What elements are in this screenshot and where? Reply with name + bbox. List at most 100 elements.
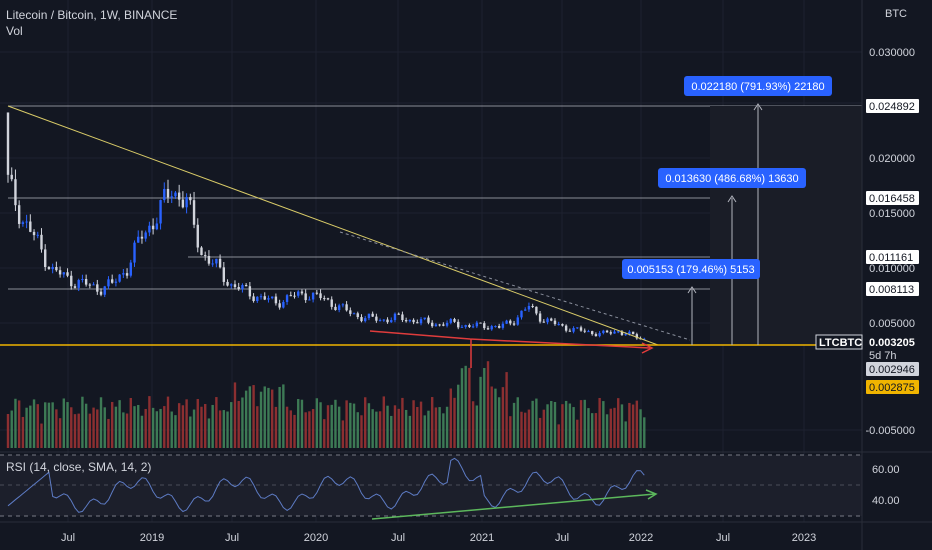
price-axis-ticks: 0.030000 0.020000 0.015000 0.010000 0.005000… — [865, 47, 915, 437]
candle — [204, 255, 207, 257]
candle — [505, 320, 508, 324]
candle — [453, 319, 456, 322]
price-tag-bg — [866, 191, 919, 205]
candle — [21, 222, 25, 224]
candle — [471, 326, 475, 328]
red-divergence-line — [369, 330, 651, 349]
volume-bar — [490, 386, 493, 448]
candle — [367, 313, 371, 319]
candle — [326, 298, 330, 300]
volume-bar — [386, 405, 389, 448]
candle — [375, 316, 378, 321]
volume-bar — [237, 400, 240, 448]
volume-bar — [509, 416, 512, 448]
volume-bar — [29, 405, 32, 448]
candle — [88, 284, 92, 286]
candle — [129, 262, 132, 276]
candle — [47, 267, 51, 270]
candle — [330, 299, 333, 307]
volume-bar — [423, 415, 426, 448]
volume-bar — [36, 404, 39, 448]
candle — [594, 334, 598, 337]
volume-bar — [77, 413, 80, 448]
time-tick: 2023 — [792, 532, 816, 544]
volume-bar — [88, 413, 92, 448]
volume-bar — [449, 388, 452, 448]
volume-bar — [304, 412, 307, 448]
volume-bar — [196, 399, 199, 448]
volume-bar — [151, 407, 155, 448]
volume-bar — [512, 402, 516, 448]
volume-bar — [185, 399, 188, 448]
volume-bar — [412, 400, 415, 448]
candle — [6, 112, 10, 175]
price-candles[interactable] — [6, 112, 646, 340]
candle — [635, 334, 639, 339]
volume-bar — [14, 398, 17, 448]
volume-bar — [218, 410, 222, 448]
candle — [159, 200, 162, 224]
volume-bar — [535, 398, 538, 448]
candle — [122, 273, 125, 275]
candle — [137, 236, 140, 243]
volume-bar — [248, 386, 252, 448]
volume-bar — [204, 404, 207, 448]
target-annotations: 0.022180 (791.93%) 22180 0.013630 (486.68… — [622, 76, 832, 279]
candle — [568, 330, 572, 332]
time-tick: Jul — [61, 532, 75, 544]
time-tick: 2021 — [470, 532, 494, 544]
candle — [170, 196, 173, 198]
price-tag: 0.002875 — [869, 382, 915, 394]
candle — [163, 188, 166, 201]
volume-bar — [122, 412, 125, 448]
candle — [576, 327, 579, 329]
candle — [274, 296, 278, 304]
volume-bar — [230, 402, 233, 448]
price-tag-bg — [866, 250, 919, 264]
volume-bar — [546, 404, 549, 448]
candle — [416, 322, 419, 324]
volume-bar — [107, 418, 110, 448]
time-tick: 2020 — [304, 532, 328, 544]
candle — [55, 267, 58, 271]
candle — [252, 296, 255, 302]
candle — [449, 319, 452, 323]
rsi-line[interactable] — [7, 457, 645, 513]
volume-bar — [170, 411, 173, 448]
candle — [62, 272, 66, 275]
time-tick: Jul — [716, 532, 730, 544]
candle — [442, 324, 445, 326]
candle — [512, 323, 516, 325]
volume-bar — [557, 424, 560, 448]
candle — [337, 305, 341, 311]
volume-bar — [55, 409, 58, 448]
chart-title: Litecoin / Bitcoin, 1W, BINANCE — [6, 8, 178, 22]
descending-trendline[interactable] — [7, 105, 659, 346]
price-tag: 0.016458 — [869, 193, 915, 205]
candle — [278, 303, 281, 308]
candle — [561, 324, 564, 326]
candle — [118, 274, 121, 282]
volume-bar — [438, 407, 441, 448]
candle — [527, 306, 531, 310]
volume-bar — [215, 397, 218, 448]
volume-bar — [460, 368, 464, 448]
volume-bar — [378, 411, 382, 448]
volume-bar — [166, 396, 170, 448]
candle — [177, 192, 181, 200]
candle — [423, 317, 426, 320]
candle — [438, 324, 441, 326]
volume-bar — [531, 400, 534, 448]
volume-bar — [110, 401, 114, 448]
volume-bar — [293, 414, 296, 448]
candle — [200, 247, 203, 256]
candle — [77, 280, 80, 288]
candle — [282, 301, 285, 308]
candle — [222, 267, 226, 282]
price-tag: 0.024892 — [869, 101, 915, 113]
candle — [10, 174, 13, 180]
volume-label: Vol — [6, 24, 23, 38]
candle — [300, 291, 304, 294]
candle — [624, 334, 627, 336]
